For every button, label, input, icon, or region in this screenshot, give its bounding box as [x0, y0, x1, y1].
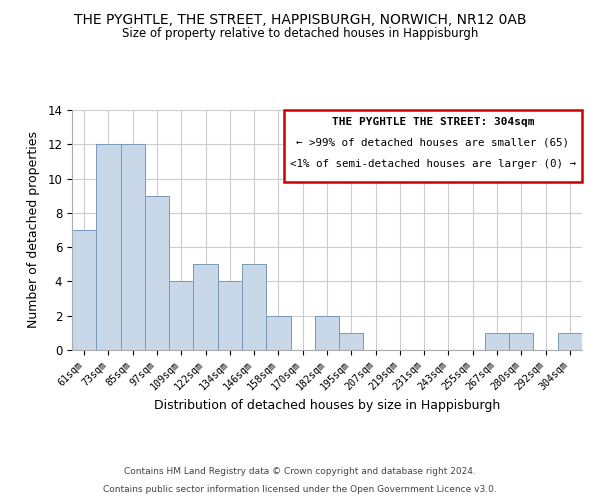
FancyBboxPatch shape: [284, 110, 582, 182]
Bar: [121, 144, 145, 350]
Bar: [169, 282, 193, 350]
Text: Contains HM Land Registry data © Crown copyright and database right 2024.: Contains HM Land Registry data © Crown c…: [124, 467, 476, 476]
Bar: [509, 333, 533, 350]
Text: <1% of semi-detached houses are larger (0) →: <1% of semi-detached houses are larger (…: [290, 159, 576, 169]
Bar: [242, 264, 266, 350]
Text: THE PYGHTLE, THE STREET, HAPPISBURGH, NORWICH, NR12 0AB: THE PYGHTLE, THE STREET, HAPPISBURGH, NO…: [74, 12, 526, 26]
Bar: [315, 316, 339, 350]
Bar: [558, 333, 582, 350]
Bar: [193, 264, 218, 350]
Bar: [485, 333, 509, 350]
Bar: [96, 144, 121, 350]
Bar: [72, 230, 96, 350]
Bar: [266, 316, 290, 350]
Text: Contains public sector information licensed under the Open Government Licence v3: Contains public sector information licen…: [103, 485, 497, 494]
Bar: [145, 196, 169, 350]
Text: THE PYGHTLE THE STREET: 304sqm: THE PYGHTLE THE STREET: 304sqm: [332, 117, 534, 127]
Bar: [218, 282, 242, 350]
Text: ← >99% of detached houses are smaller (65): ← >99% of detached houses are smaller (6…: [296, 138, 569, 147]
Bar: [339, 333, 364, 350]
Text: Size of property relative to detached houses in Happisburgh: Size of property relative to detached ho…: [122, 28, 478, 40]
Y-axis label: Number of detached properties: Number of detached properties: [28, 132, 40, 328]
X-axis label: Distribution of detached houses by size in Happisburgh: Distribution of detached houses by size …: [154, 399, 500, 412]
